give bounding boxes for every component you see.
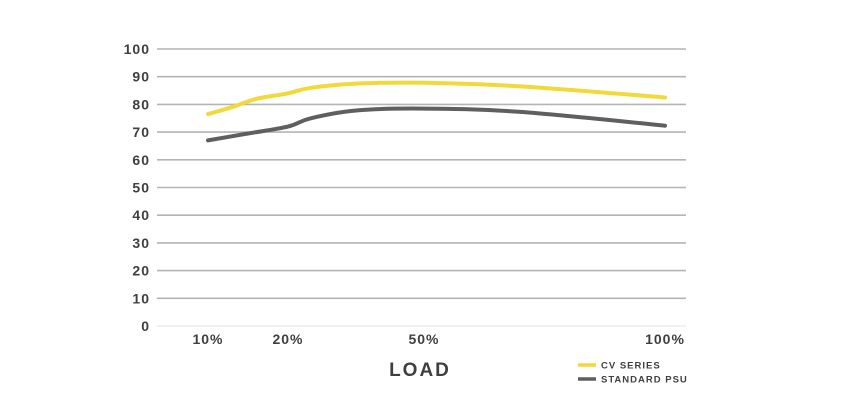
x-tick-label: 20% bbox=[272, 331, 303, 347]
y-tick-label: 0 bbox=[141, 318, 150, 334]
y-tick-label: 30 bbox=[132, 235, 150, 251]
x-tick-label: 100% bbox=[645, 331, 685, 347]
x-axis: 10% 20% 50% 100% bbox=[192, 331, 685, 347]
y-tick-label: 100 bbox=[124, 41, 150, 57]
x-axis-title: LOAD bbox=[389, 360, 451, 381]
legend-label: STANDARD PSU bbox=[601, 375, 688, 386]
x-tick-label: 10% bbox=[192, 331, 223, 347]
y-tick-label: 40 bbox=[132, 207, 150, 223]
grid bbox=[157, 48, 686, 327]
legend-label: CV SERIES bbox=[601, 361, 661, 372]
y-tick-label: 90 bbox=[132, 69, 150, 85]
series-line-0 bbox=[206, 80, 667, 117]
y-tick-label: 10 bbox=[132, 290, 150, 306]
y-tick-label: 60 bbox=[132, 152, 150, 168]
series-lines bbox=[206, 80, 667, 143]
series-line-1 bbox=[206, 106, 667, 143]
y-tick-label: 70 bbox=[132, 124, 150, 140]
y-tick-label: 80 bbox=[132, 96, 150, 112]
y-tick-label: 20 bbox=[132, 263, 150, 279]
y-tick-label: 50 bbox=[132, 180, 150, 196]
x-tick-label: 50% bbox=[408, 331, 439, 347]
y-axis: 0 10 20 30 40 50 60 70 80 90 100 bbox=[124, 41, 150, 334]
legend: CV SERIES STANDARD PSU bbox=[578, 361, 688, 386]
